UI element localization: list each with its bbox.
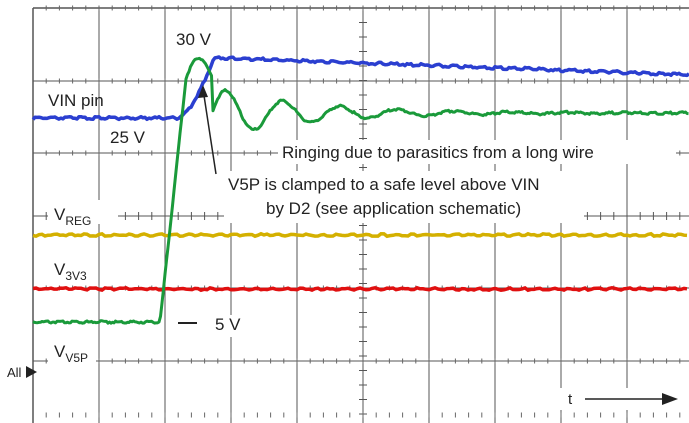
series-line-v3v3 bbox=[32, 285, 688, 293]
label-clamp-line1: V5P is clamped to a safe level above VIN bbox=[228, 175, 540, 194]
v3v3-label-bg bbox=[48, 257, 94, 281]
clamp-arrow-head bbox=[198, 85, 208, 98]
label-v3v3: V3V3 bbox=[54, 260, 87, 283]
label-v5p: VV5P bbox=[54, 342, 88, 365]
clamp-arrow-line bbox=[202, 88, 217, 175]
series-line-vreg bbox=[32, 231, 688, 239]
vreg-label-bg bbox=[48, 200, 118, 224]
ringing-label-bg bbox=[278, 140, 676, 164]
series-line-vin-pin bbox=[31, 55, 689, 122]
label-clamp-line2: by D2 (see application schematic) bbox=[266, 199, 521, 218]
label-t: t bbox=[568, 391, 573, 408]
label-all: All bbox=[7, 365, 22, 380]
label-30v: 30 V bbox=[176, 30, 212, 49]
label-v5p-main: V bbox=[54, 342, 66, 361]
time-arrow-head bbox=[662, 393, 678, 405]
label-vreg-main: V bbox=[54, 205, 66, 224]
label-ringing: Ringing due to parasitics from a long wi… bbox=[282, 143, 594, 162]
label-v3v3-main: V bbox=[54, 260, 66, 279]
label-5v: 5 V bbox=[215, 315, 241, 334]
label-vreg: VREG bbox=[54, 205, 91, 228]
5v-label-bg bbox=[202, 315, 258, 337]
all-marker-arrow bbox=[26, 366, 37, 378]
series-line-v5p bbox=[32, 56, 689, 325]
label-v5p-sub: V5P bbox=[65, 351, 88, 365]
v5p-label-bg bbox=[48, 342, 96, 368]
label-25v: 25 V bbox=[110, 128, 146, 147]
label-v3v3-sub: 3V3 bbox=[65, 269, 87, 283]
clamp-label-bg bbox=[224, 171, 584, 223]
label-vin-pin: VIN pin bbox=[48, 91, 104, 110]
label-vreg-sub: REG bbox=[65, 214, 91, 228]
